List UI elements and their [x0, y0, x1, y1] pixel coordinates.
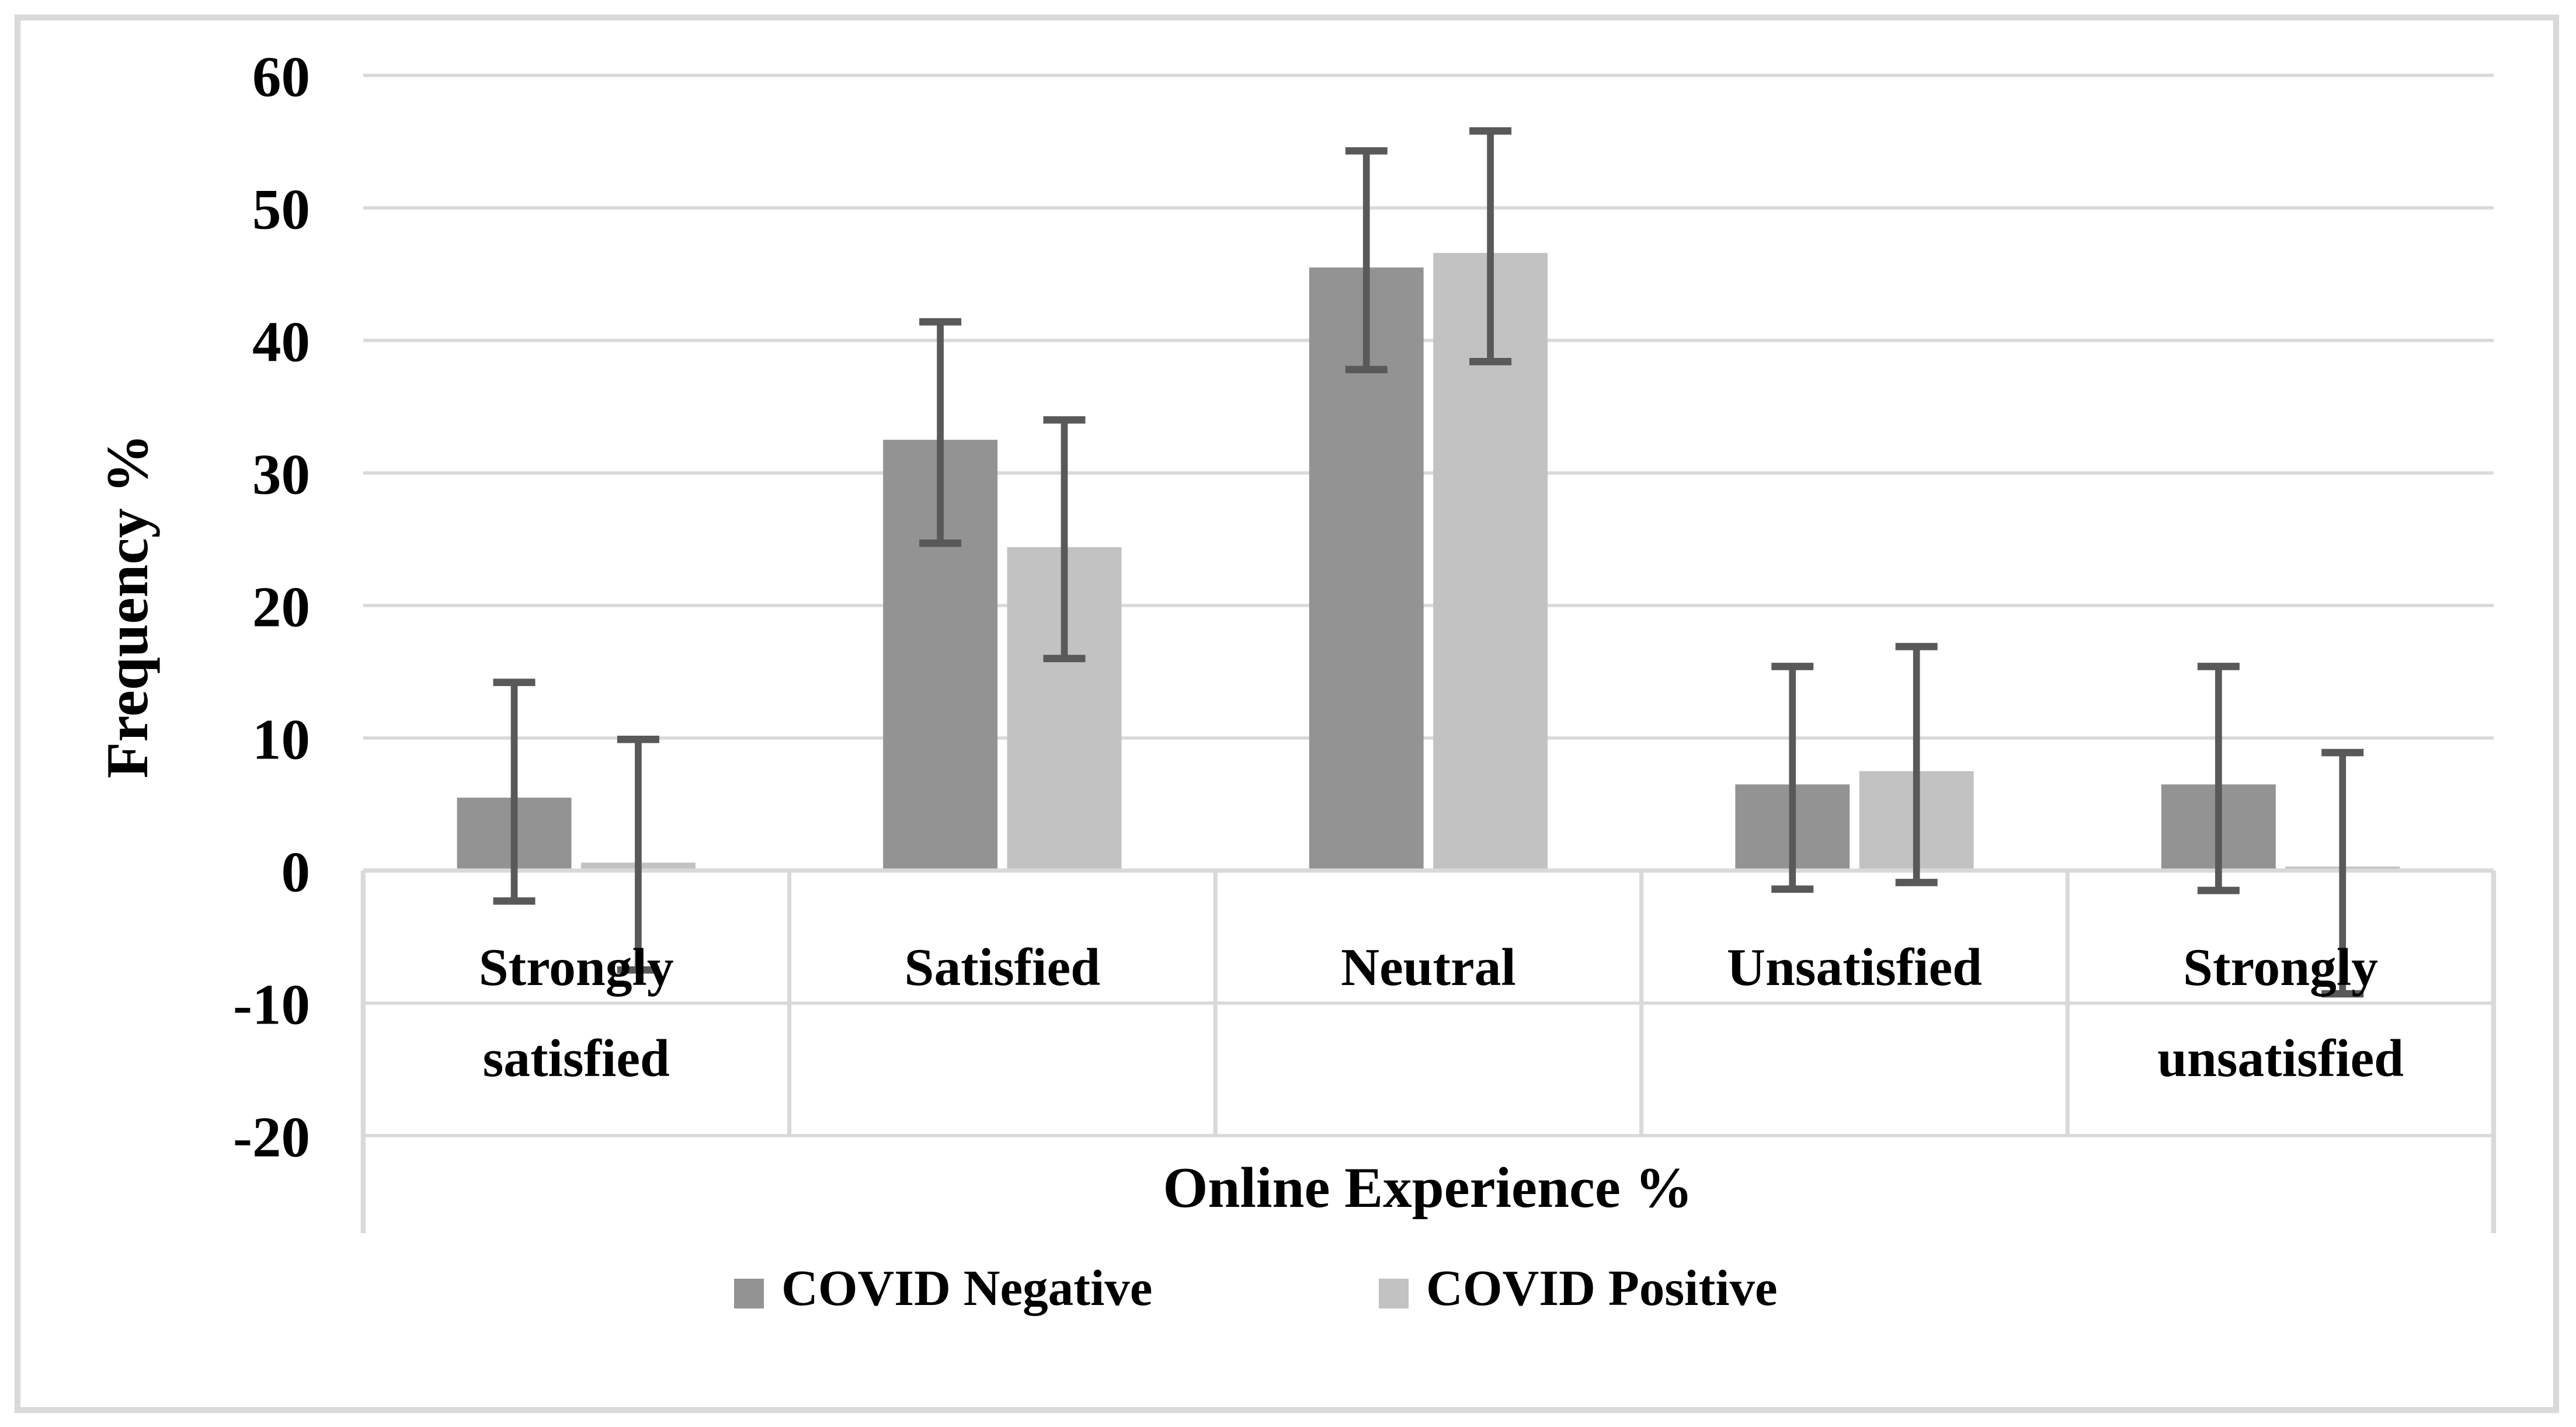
bars-layer	[457, 253, 2400, 871]
error-bars-layer	[493, 127, 2364, 998]
axis-frame-layer	[360, 868, 2497, 1233]
y-tick-label--20: -20	[233, 1105, 310, 1169]
category-label-strongly-satisfied-line2: satisfied	[483, 1028, 670, 1088]
category-label-neutral-line1: Neutral	[1341, 937, 1516, 997]
error-bar-covid-positive-0	[617, 735, 659, 974]
legend-swatch-covid-positive	[1379, 1278, 1409, 1308]
y-tick-label-60: 60	[252, 45, 310, 109]
y-tick-label--10: -10	[233, 973, 310, 1036]
y-tick-label-20: 20	[252, 575, 310, 639]
error-bar-covid-positive-3	[1895, 643, 1938, 886]
legend-swatch-covid-negative	[734, 1278, 764, 1308]
category-label-strongly-satisfied-line1: Strongly	[479, 937, 674, 997]
error-bar-covid-positive-2	[1469, 127, 1512, 366]
y-axis-title: Frequency %	[95, 434, 161, 778]
y-tick-labels-layer: 60 50 40 30 20 10 0 -10 -20	[233, 45, 310, 1169]
y-tick-label-50: 50	[252, 177, 310, 241]
error-bar-covid-negative-4	[2197, 663, 2240, 895]
legend-label-covid-positive: COVID Positive	[1426, 1259, 1778, 1316]
error-bar-covid-negative-1	[919, 318, 962, 547]
category-labels-layer: Strongly satisfied Satisfied Neutral Unsatis…	[479, 937, 2404, 1088]
category-label-strongly-unsatisfied-line2: unsatisfied	[2157, 1028, 2404, 1088]
error-bar-covid-negative-0	[493, 678, 536, 905]
figure-border	[14, 14, 2560, 1414]
legend-label-covid-negative: COVID Negative	[781, 1259, 1152, 1316]
y-tick-label-10: 10	[252, 708, 310, 771]
y-tick-label-30: 30	[252, 443, 310, 506]
y-tick-label-40: 40	[252, 310, 310, 374]
category-label-unsatisfied-line1: Unsatisfied	[1727, 937, 1982, 997]
y-tick-label-0: 0	[281, 840, 311, 904]
error-bar-covid-positive-4	[2321, 749, 2364, 998]
category-label-satisfied-line1: Satisfied	[905, 937, 1100, 997]
error-bar-covid-negative-3	[1771, 663, 1814, 893]
x-axis-title: Online Experience %	[1163, 1156, 1692, 1220]
error-bar-covid-negative-2	[1345, 147, 1388, 374]
category-label-strongly-unsatisfied-line1: Strongly	[2183, 937, 2378, 997]
error-bar-covid-positive-1	[1043, 416, 1086, 663]
gridlines-layer	[363, 74, 2494, 1137]
legend: COVID Negative COVID Positive	[734, 1259, 1778, 1316]
